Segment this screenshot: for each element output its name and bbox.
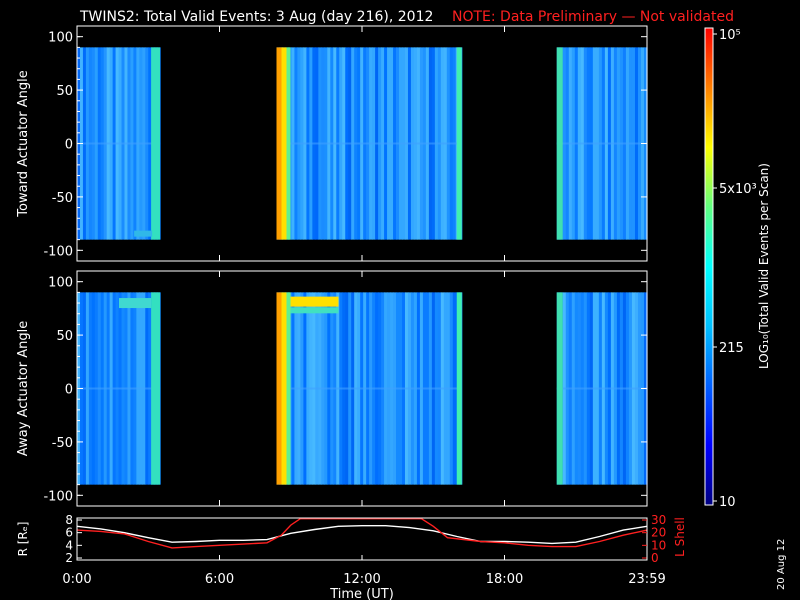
heatmap-edge — [151, 292, 161, 485]
heatmap-edge — [286, 292, 291, 485]
colorbar-tick-label: 10⁵ — [719, 28, 741, 43]
colorbar-tick-label: 10 — [719, 495, 736, 510]
right-tick-label: 0 — [651, 551, 659, 565]
heatmap-edge — [286, 47, 291, 240]
heatmap-hot-band — [290, 296, 339, 307]
heatmap-edge — [556, 47, 563, 240]
toward-angle-panel: 100 50 0 -50 -100 Toward Actuator Angle — [16, 25, 648, 262]
colorbar-label: LOG₁₀(Total Valid Events per Scan) — [757, 163, 771, 369]
heatmap-edge — [281, 47, 287, 240]
heatmap-edge — [276, 292, 282, 485]
heatmap-hot-band — [119, 298, 152, 309]
heatmap-zero-band — [77, 387, 161, 390]
heatmap-edge — [556, 292, 563, 485]
x-axis-label: Time (UT) — [329, 587, 394, 600]
heatmap-block — [276, 47, 463, 240]
left-tick-label: 2 — [65, 551, 73, 565]
plot-title: TWINS2: Total Valid Events: 3 Aug (day 2… — [79, 9, 433, 25]
heatmap-block — [77, 47, 161, 240]
heatmap-edge — [276, 47, 282, 240]
left-tick-label: 6 — [65, 526, 73, 540]
x-tick-label: 12:00 — [343, 572, 380, 587]
away-angle-panel: 100 50 0 -50 -100 Away Actuator Angle — [16, 270, 648, 507]
colorbar-scale — [704, 27, 714, 506]
heatmap-zero-band — [77, 142, 161, 145]
radius-line — [77, 525, 647, 545]
heatmap-block — [556, 292, 648, 485]
y-axis-label: Toward Actuator Angle — [16, 70, 31, 217]
x-tick-label: 6:00 — [205, 572, 234, 587]
side-date: 20 Aug 12 — [776, 539, 787, 590]
right-tick-label: 20 — [651, 526, 666, 540]
panel-frame — [76, 517, 648, 561]
y-tick-label: 50 — [56, 329, 73, 344]
right-tick-label: 10 — [651, 538, 666, 552]
x-tick-label: 23:59 — [628, 572, 665, 587]
y-tick-label: -100 — [43, 244, 73, 259]
y-tick-label: 50 — [56, 84, 73, 99]
colorbar: 10⁵ 5x10³ 215 10 LOG₁₀(Total Valid Events pe… — [704, 27, 771, 510]
heatmap-zero-band — [556, 387, 647, 390]
right-tick-label: 30 — [651, 513, 666, 527]
heatmap-block — [276, 292, 463, 485]
heatmap-edge — [281, 292, 287, 485]
preliminary-note: NOTE: Data Preliminary — Not validated — [452, 9, 734, 25]
x-tick-label: 18:00 — [486, 572, 523, 587]
l-shell-line — [77, 518, 647, 549]
heatmap-edge — [456, 292, 462, 485]
heatmap-block — [77, 292, 161, 485]
y-tick-label: -50 — [52, 191, 73, 206]
right-axis-label: L Shell — [673, 517, 687, 557]
y-tick-label: 100 — [48, 276, 73, 291]
colorbar-tick-label: 5x10³ — [719, 182, 757, 197]
left-tick-label: 4 — [65, 538, 73, 552]
heatmap-block — [556, 47, 648, 240]
y-tick-label: 0 — [65, 383, 73, 398]
left-axis-label: R [Rₑ] — [16, 522, 30, 557]
colorbar-tick-label: 215 — [719, 341, 744, 356]
heatmap-hot-band — [134, 230, 153, 237]
heatmap-hot-band — [290, 307, 339, 314]
y-tick-label: 100 — [48, 31, 73, 46]
heatmap-zero-band — [276, 142, 462, 145]
y-tick-label: -100 — [43, 489, 73, 504]
heatmap-zero-band — [276, 387, 462, 390]
y-tick-label: -50 — [52, 436, 73, 451]
heatmap-zero-band — [556, 142, 647, 145]
heatmap-edge — [151, 47, 161, 240]
x-tick-label: 0:00 — [62, 572, 91, 587]
left-tick-label: 8 — [65, 513, 73, 527]
y-tick-label: 0 — [65, 138, 73, 153]
y-axis-label: Away Actuator Angle — [16, 321, 31, 456]
heatmap-edge — [456, 47, 462, 240]
